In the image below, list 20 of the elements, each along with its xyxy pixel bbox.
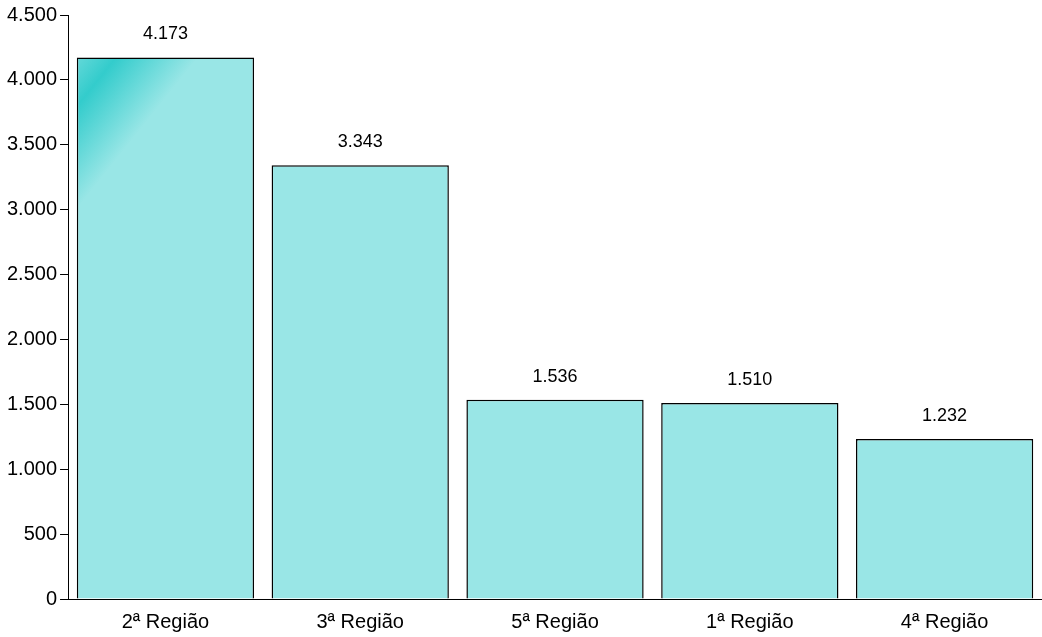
x-tick-label: 4ª Região (900, 609, 989, 632)
y-tick-label: 4.500 (6, 2, 58, 25)
data-label: 1.536 (532, 365, 578, 386)
y-tick-label: 2.500 (6, 262, 58, 285)
x-tick-label: 1ª Região (706, 609, 794, 632)
y-tick-label: 500 (23, 521, 58, 544)
y-tick-label: 4.000 (6, 67, 58, 90)
data-label: 3.343 (337, 131, 383, 152)
y-tick-label: 0 (45, 586, 58, 609)
y-tick-label: 3.500 (6, 132, 58, 155)
y-tick-label: 1.000 (6, 456, 58, 479)
x-tick-label: 5ª Região (511, 609, 599, 632)
data-label: 1.510 (727, 369, 773, 389)
y-tick-label: 1.500 (6, 391, 58, 414)
y-tick-label: 2.000 (6, 326, 58, 349)
data-label: 4.173 (142, 23, 188, 44)
x-tick-label: 3ª Região (316, 609, 404, 632)
y-tick-label: 3.000 (6, 197, 58, 220)
data-label: 1.232 (922, 405, 968, 426)
x-tick-label: 2ª Região (121, 609, 210, 632)
